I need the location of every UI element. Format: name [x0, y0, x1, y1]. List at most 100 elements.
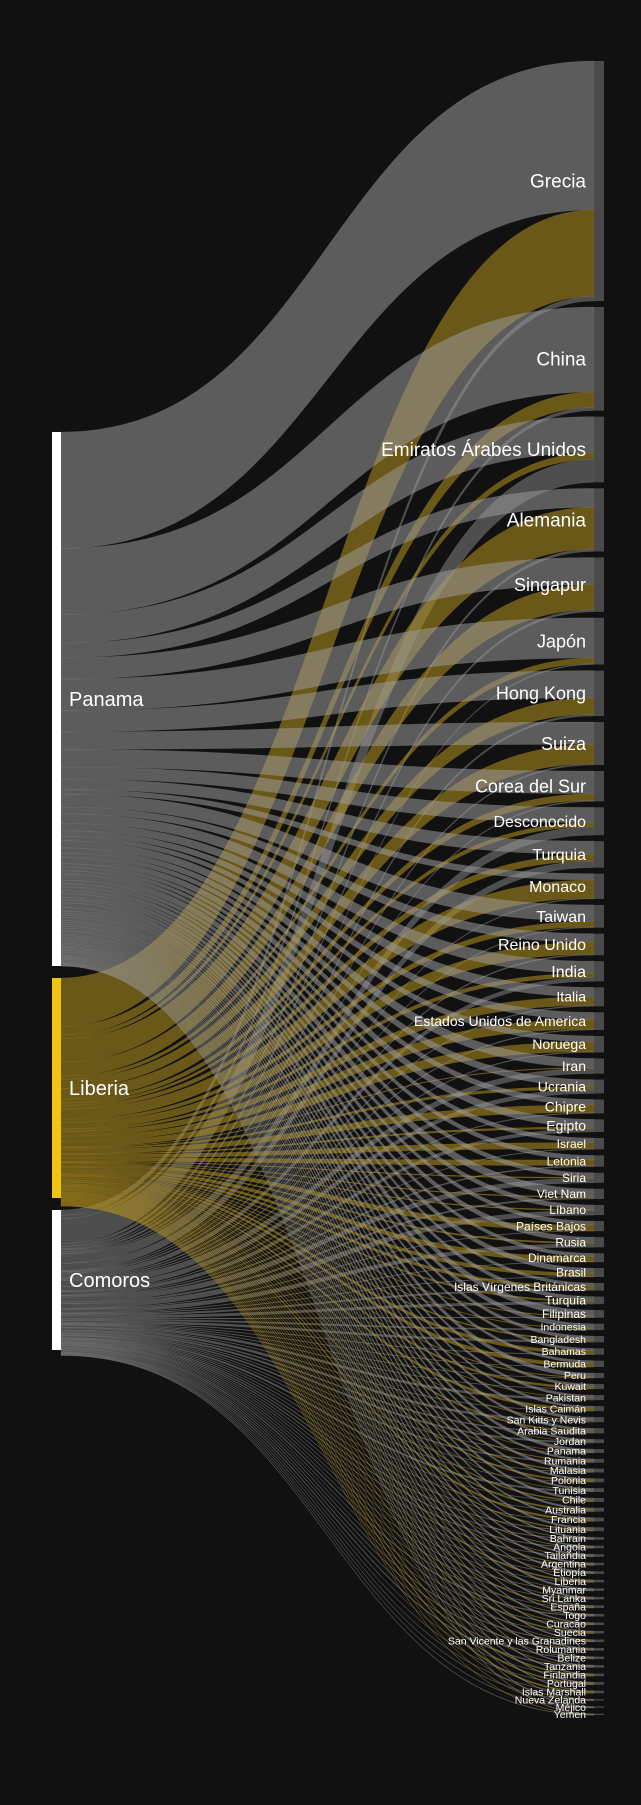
- target-label: Kuwait: [554, 1381, 586, 1393]
- target-label: Hong Kong: [496, 684, 586, 704]
- flow-comoros-to-jordan: [60, 1331, 595, 1444]
- target-label: Lituania: [549, 1524, 586, 1536]
- target-bar-islas-virgenes-britanicas: [594, 1282, 604, 1291]
- target-label: Rumania: [544, 1455, 586, 1467]
- target-bar-myanmar: [594, 1588, 604, 1591]
- target-bar-tunisia: [594, 1488, 604, 1493]
- target-bar-angola: [594, 1545, 604, 1549]
- target-bar-lituania: [594, 1527, 604, 1532]
- target-bar-suiza: [594, 722, 604, 766]
- target-label: Desconocido: [494, 814, 587, 831]
- target-bar-singapur: [594, 557, 604, 612]
- target-label: Ucrania: [538, 1078, 586, 1094]
- target-bar-israel: [594, 1138, 604, 1150]
- target-bar-suecia: [594, 1630, 604, 1634]
- target-bar-islas-marshall: [594, 1690, 604, 1694]
- target-bar-noruega: [594, 1035, 604, 1053]
- target-label: Islas Vírgenes Británicas: [454, 1280, 586, 1294]
- flow-comoros-to-mejico: [60, 1354, 595, 1709]
- target-bar-rumania: [594, 1458, 604, 1463]
- source-label-liberia: Liberia: [69, 1078, 130, 1100]
- flow-comoros-to-yemen: [60, 1354, 595, 1716]
- target-bar-arabia-saudita: [594, 1428, 604, 1434]
- target-label: Países Bajos: [516, 1219, 586, 1233]
- target-bar-sri-lanka: [594, 1596, 604, 1600]
- target-bar-viet-nam: [594, 1188, 604, 1199]
- target-bar-curacao: [594, 1622, 604, 1625]
- flow-comoros-to-iran: [60, 1068, 595, 1287]
- target-label: Rolumania: [536, 1644, 586, 1656]
- flow-comoros-to-bahrain: [60, 1340, 595, 1540]
- target-bar-grecia: [594, 61, 604, 302]
- flow-comoros-to-finlandia: [60, 1351, 595, 1677]
- target-bar-togo: [594, 1613, 604, 1617]
- target-label: Singapur: [514, 575, 586, 595]
- target-label: Alemania: [507, 511, 587, 532]
- target-bar-kuwait: [594, 1384, 604, 1390]
- target-bar-siria: [594, 1172, 604, 1183]
- target-label: San Vicente y las Granadines: [448, 1635, 586, 1647]
- target-bar-australia: [594, 1507, 604, 1512]
- target-label: Yemen: [554, 1709, 586, 1721]
- target-bar-nueva-zelanda: [594, 1699, 604, 1701]
- source-bars-layer: [52, 432, 61, 1350]
- target-label: Bangladesh: [531, 1334, 587, 1346]
- target-label: Myanmar: [542, 1584, 586, 1596]
- target-label: Brasil: [556, 1266, 586, 1280]
- source-label-comoros: Comoros: [69, 1270, 150, 1292]
- target-label: Finlandia: [543, 1670, 586, 1682]
- target-label: Portugal: [547, 1678, 586, 1690]
- target-bar-tanzania: [594, 1665, 604, 1668]
- target-bar-belize: [594, 1656, 604, 1660]
- target-bar-hong-kong: [594, 670, 604, 717]
- target-bar-corea-del-sur: [594, 771, 604, 802]
- target-bar-emiratos-arabes-unidos: [594, 416, 604, 483]
- target-label: Bahamas: [542, 1346, 586, 1358]
- flow-comoros-to-suecia: [60, 1347, 595, 1634]
- target-label: Reino Unido: [498, 937, 586, 954]
- target-bar-italia: [594, 987, 604, 1007]
- target-bar-bermuda: [594, 1360, 604, 1367]
- target-label: Estados Unidos de America: [414, 1013, 586, 1029]
- target-bar-san-vicente-y-las-granadines: [594, 1639, 604, 1643]
- target-bar-liberia: [594, 1579, 604, 1583]
- target-label: Tunisia: [553, 1485, 587, 1497]
- target-bar-monaco: [594, 873, 604, 899]
- target-label: Indonesia: [540, 1322, 586, 1334]
- flow-comoros-to-tanzania: [60, 1350, 595, 1668]
- target-bar-islas-caiman: [594, 1406, 604, 1412]
- flow-comoros-to-rolumania: [60, 1349, 595, 1651]
- target-label: Noruega: [532, 1036, 586, 1052]
- target-bar-peru: [594, 1372, 604, 1379]
- target-label: Bahrain: [550, 1533, 586, 1545]
- target-label: Suiza: [541, 734, 587, 754]
- target-label: San Kitts y Nevis: [507, 1414, 586, 1426]
- target-label: Egipto: [546, 1118, 586, 1134]
- target-label: Tailandia: [545, 1550, 587, 1562]
- flow-comoros-to-polonia: [60, 1335, 595, 1483]
- target-label: India: [551, 964, 586, 981]
- target-label: Letonia: [547, 1154, 587, 1168]
- target-label: Chipre: [545, 1098, 586, 1114]
- target-label: Australia: [545, 1504, 586, 1516]
- target-bar-panama: [594, 1449, 604, 1453]
- flow-comoros-to-tunisia: [60, 1335, 595, 1493]
- flow-comoros-to-espana: [60, 1345, 595, 1609]
- flow-comoros-to-liberia: [60, 1343, 595, 1583]
- target-label: Liberia: [554, 1576, 586, 1588]
- target-bar-jordan: [594, 1439, 604, 1444]
- flow-comoros-to-malasia: [60, 1334, 595, 1473]
- target-label: Iran: [562, 1058, 586, 1074]
- flow-comoros-to-myanmar: [60, 1344, 595, 1592]
- flow-comoros-to-togo: [60, 1345, 595, 1617]
- flow-comoros-to-bangladesh: [60, 1320, 595, 1343]
- flow-comoros-to-francia: [60, 1338, 595, 1522]
- target-label: Israel: [557, 1137, 586, 1151]
- target-label: Grecia: [530, 172, 586, 193]
- target-label: Suecia: [554, 1627, 586, 1639]
- target-bar-india: [594, 961, 604, 982]
- source-bar-comoros: [52, 1210, 61, 1350]
- target-label: China: [536, 349, 586, 370]
- target-bar-taiwan: [594, 904, 604, 928]
- target-bar-bahrain: [594, 1537, 604, 1540]
